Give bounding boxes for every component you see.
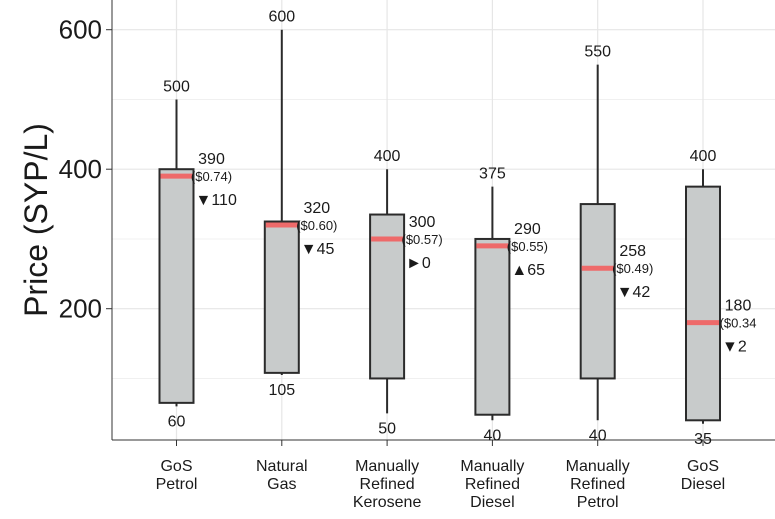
- box-1: [158, 99, 195, 407]
- y-axis-title: Price (SYP/L): [18, 123, 54, 317]
- y-tick-label: 600: [59, 15, 102, 45]
- x-tick-label: Petrol: [577, 494, 619, 511]
- box-3: [369, 169, 406, 414]
- x-tick-label: GoS: [160, 458, 192, 475]
- labels: 20040060050060390($0.74)▼110600105320($0…: [59, 9, 757, 511]
- box-rect: [158, 168, 195, 404]
- x-tick-label: Gas: [267, 476, 296, 493]
- median-label: 320: [303, 200, 330, 217]
- box-2: [263, 29, 300, 375]
- y-tick-label: 200: [59, 294, 102, 324]
- min-label: 105: [268, 382, 295, 399]
- box-rect: [579, 203, 616, 380]
- change-indicator: ▼2: [722, 339, 747, 356]
- median-label: 180: [725, 298, 752, 315]
- x-tick-label: Kerosene: [353, 494, 422, 511]
- max-label: 375: [479, 166, 506, 183]
- max-label: 500: [163, 78, 190, 95]
- usd-label: ($0.57): [401, 232, 442, 247]
- max-label: 400: [374, 148, 401, 165]
- min-label: 60: [168, 413, 186, 430]
- y-tick-label: 400: [59, 154, 102, 184]
- change-indicator: ▲65: [511, 262, 545, 279]
- box-rect: [474, 237, 511, 416]
- max-label: 600: [268, 9, 295, 26]
- box-4: [474, 186, 511, 421]
- box-rect: [263, 220, 300, 374]
- box-rect: [685, 185, 721, 422]
- x-tick-label: Diesel: [470, 494, 514, 511]
- grid: [112, 0, 775, 440]
- change-indicator: ▼110: [196, 192, 237, 209]
- usd-label: ($0.34: [720, 316, 757, 331]
- median-label: 300: [409, 214, 436, 231]
- box-5: [579, 64, 616, 421]
- min-label: 40: [589, 427, 607, 444]
- boxes: [158, 29, 721, 424]
- x-tick-label: Diesel: [681, 476, 725, 493]
- median-label: 390: [198, 151, 225, 168]
- min-label: 50: [378, 420, 396, 437]
- usd-label: ($0.55): [507, 239, 548, 254]
- x-tick-label: Manually: [355, 458, 419, 475]
- x-tick-label: Refined: [570, 476, 625, 493]
- x-tick-label: GoS: [687, 458, 719, 475]
- median-label: 258: [619, 243, 646, 260]
- max-label: 400: [690, 148, 717, 165]
- min-label: 35: [694, 431, 712, 448]
- x-tick-label: Manually: [460, 458, 524, 475]
- x-tick-label: Natural: [256, 458, 308, 475]
- change-indicator: ▼45: [301, 241, 335, 258]
- axes: [106, 0, 775, 446]
- median-label: 290: [514, 221, 541, 238]
- usd-label: ($0.60): [296, 218, 337, 233]
- x-tick-label: Refined: [465, 476, 520, 493]
- max-label: 550: [584, 44, 611, 61]
- box-rect: [369, 213, 406, 380]
- usd-label: ($0.49): [612, 261, 653, 276]
- x-tick-label: Petrol: [156, 476, 198, 493]
- change-indicator: ▼42: [617, 284, 651, 301]
- min-label: 40: [484, 427, 502, 444]
- x-tick-label: Refined: [360, 476, 415, 493]
- change-indicator: ►0: [406, 255, 431, 272]
- usd-label: ($0.74): [191, 169, 232, 184]
- box-6: [685, 169, 721, 424]
- x-tick-label: Manually: [566, 458, 630, 475]
